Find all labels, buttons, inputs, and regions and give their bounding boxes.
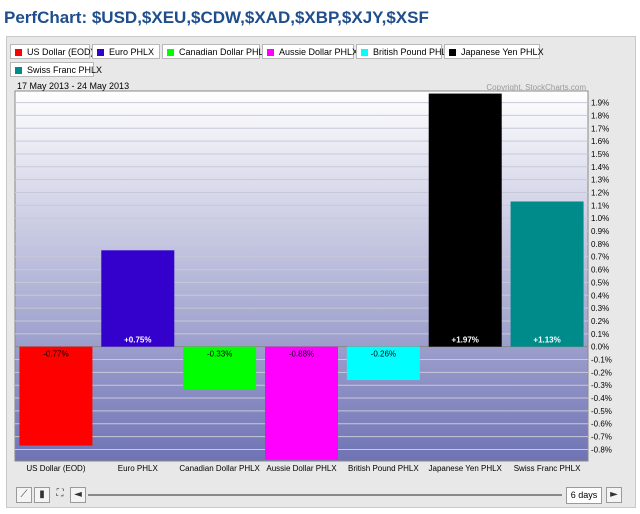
y-tick-label: 0.1% xyxy=(591,330,609,339)
y-tick-label: 0.7% xyxy=(591,253,609,262)
legend-label: Euro PHLX xyxy=(109,47,155,57)
y-tick-label: -0.3% xyxy=(591,381,612,390)
y-tick-label: -0.7% xyxy=(591,433,612,442)
date-range: 17 May 2013 - 24 May 2013 xyxy=(17,81,129,91)
y-tick-label: 1.6% xyxy=(591,137,609,146)
y-tick-label: 1.8% xyxy=(591,111,609,120)
y-tick-label: 0.6% xyxy=(591,266,609,275)
data-label: -0.88% xyxy=(289,350,314,359)
legend-label: Japanese Yen PHLX xyxy=(461,47,544,57)
y-tick-label: -0.5% xyxy=(591,407,612,416)
data-label: -0.77% xyxy=(43,350,68,359)
legend-label: US Dollar (EOD) xyxy=(27,47,94,57)
bar[interactable] xyxy=(428,93,502,347)
data-label: -0.33% xyxy=(207,350,232,359)
data-label: -0.26% xyxy=(371,350,396,359)
line-chart-icon[interactable]: ⟋ xyxy=(16,487,32,503)
y-tick-label: 1.2% xyxy=(591,188,609,197)
y-tick-label: 1.5% xyxy=(591,150,609,159)
legend-swatch xyxy=(15,67,22,74)
y-tick-label: 0.8% xyxy=(591,240,609,249)
y-tick-label: 0.3% xyxy=(591,304,609,313)
legend-label: Swiss Franc PHLX xyxy=(27,65,103,75)
bar[interactable] xyxy=(19,346,93,446)
y-tick-label: -0.6% xyxy=(591,420,612,429)
y-tick-label: 1.0% xyxy=(591,214,609,223)
y-tick-label: 0.5% xyxy=(591,278,609,287)
x-axis-labels: US Dollar (EOD) Euro PHLX Canadian Dollar … xyxy=(26,464,581,473)
y-tick-label: -0.2% xyxy=(591,368,612,377)
legend-swatch xyxy=(361,49,368,56)
fullscreen-icon[interactable]: ⛶ xyxy=(56,488,64,499)
legend-item[interactable]: Japanese Yen PHLX xyxy=(444,44,544,59)
y-tick-label: 0.4% xyxy=(591,291,609,300)
y-tick-label: 0.9% xyxy=(591,227,609,236)
y-tick-label: -0.8% xyxy=(591,445,612,454)
copyright-text: Copyright, StockCharts.com xyxy=(486,83,586,92)
bar[interactable] xyxy=(265,346,338,460)
time-slider[interactable] xyxy=(88,494,562,496)
data-label: +1.13% xyxy=(533,336,560,345)
legend-swatch xyxy=(15,49,22,56)
bar-chart-icon[interactable]: ▮ xyxy=(34,487,50,503)
slider-right-button[interactable]: ► xyxy=(606,487,622,503)
data-label: +0.75% xyxy=(124,336,151,345)
x-tick-label: Canadian Dollar PHLX xyxy=(179,464,260,473)
bar[interactable] xyxy=(183,346,257,390)
y-tick-label: 0.0% xyxy=(591,343,609,352)
legend-item[interactable]: Aussie Dollar PHLX xyxy=(262,44,358,59)
slider-left-button[interactable]: ◄ xyxy=(70,487,86,503)
range-days[interactable]: 6 days xyxy=(566,487,602,504)
x-tick-label: Euro PHLX xyxy=(118,464,159,473)
legend-item[interactable]: US Dollar (EOD) xyxy=(10,44,94,59)
x-tick-label: Aussie Dollar PHLX xyxy=(266,464,337,473)
y-tick-label: -0.1% xyxy=(591,356,612,365)
legend-label: Canadian Dollar PHLX xyxy=(179,47,270,57)
legend-item[interactable]: Canadian Dollar PHLX xyxy=(162,44,270,59)
legend-label: Aussie Dollar PHLX xyxy=(279,47,359,57)
y-tick-label: 0.2% xyxy=(591,317,609,326)
page-title: PerfChart: $USD,$XEU,$CDW,$XAD,$XBP,$XJY… xyxy=(4,8,429,27)
bars: -0.77% +0.75% -0.33% -0.88% -0.26% +1.97% +1.1… xyxy=(19,93,584,460)
x-tick-label: US Dollar (EOD) xyxy=(26,464,85,473)
legend-swatch xyxy=(449,49,456,56)
x-tick-label: British Pound PHLX xyxy=(348,464,419,473)
y-tick-label: 1.1% xyxy=(591,201,609,210)
legend-item[interactable]: Euro PHLX xyxy=(92,44,160,59)
legend-item[interactable]: British Pound PHLX xyxy=(356,44,453,59)
bar[interactable] xyxy=(510,201,584,347)
bar[interactable] xyxy=(101,250,175,347)
x-tick-label: Swiss Franc PHLX xyxy=(514,464,581,473)
y-axis-labels: 1.9% 1.8% 1.7% 1.6% 1.5% 1.4% 1.3% 1.2% 1.1% 1.0%… xyxy=(591,99,612,455)
y-tick-label: 1.4% xyxy=(591,163,609,172)
legend-item[interactable]: Swiss Franc PHLX xyxy=(10,62,102,77)
y-tick-label: -0.4% xyxy=(591,394,612,403)
y-tick-label: 1.3% xyxy=(591,176,609,185)
legend-swatch xyxy=(267,49,274,56)
data-label: +1.97% xyxy=(452,336,479,345)
legend-label: British Pound PHLX xyxy=(373,47,453,57)
x-tick-label: Japanese Yen PHLX xyxy=(429,464,503,473)
y-tick-label: 1.7% xyxy=(591,124,609,133)
y-tick-label: 1.9% xyxy=(591,99,609,108)
legend-swatch xyxy=(167,49,174,56)
legend-swatch xyxy=(97,49,104,56)
bar[interactable] xyxy=(346,346,420,381)
